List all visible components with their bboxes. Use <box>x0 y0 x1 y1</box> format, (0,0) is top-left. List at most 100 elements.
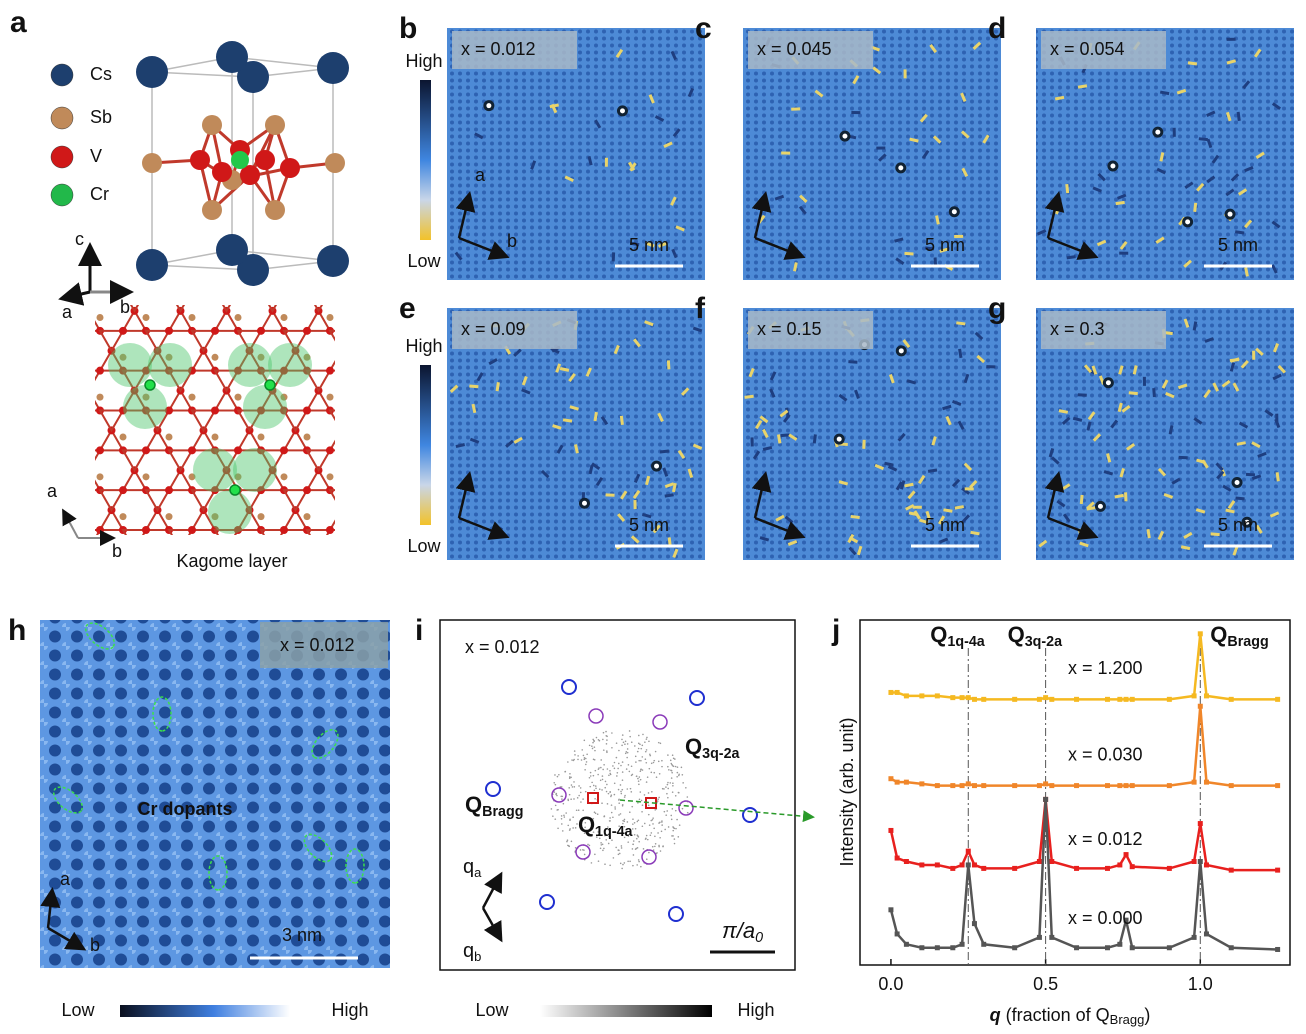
fft-noise <box>602 739 604 741</box>
data-point <box>1105 866 1110 871</box>
v-site <box>85 387 93 395</box>
sb-site <box>212 433 219 440</box>
fft-noise <box>621 789 623 791</box>
fft-noise <box>666 810 668 812</box>
v-site <box>326 566 334 574</box>
fft-noise <box>669 782 671 784</box>
sb-site <box>281 473 288 480</box>
fft-noise <box>584 740 586 742</box>
fft-noise <box>612 765 614 767</box>
fft-noise <box>609 820 611 822</box>
fft-noise <box>555 784 557 786</box>
fft-noise <box>614 794 616 796</box>
stm-defect <box>835 435 843 443</box>
fft-noise <box>631 741 633 743</box>
stm-feature <box>781 152 790 155</box>
fft-noise <box>646 858 648 860</box>
data-point <box>950 945 955 950</box>
fft-noise <box>674 843 676 845</box>
fft-noise <box>583 849 585 851</box>
v-site <box>407 466 415 474</box>
kagome-bond <box>0 530 8 550</box>
page: {"figure": { "panel_a": {"label": "a", "… <box>0 0 1306 1034</box>
fft-noise <box>652 817 654 819</box>
cs-atom <box>216 41 248 73</box>
fft-noise <box>626 751 628 753</box>
fft-noise <box>685 787 687 789</box>
fft-noise <box>620 765 622 767</box>
fft-noise <box>671 819 673 821</box>
axis-label-symbol: q <box>463 856 474 878</box>
fft-noise <box>638 735 640 737</box>
fft-noise <box>569 829 571 831</box>
data-point <box>972 697 977 702</box>
fft-noise <box>590 775 592 777</box>
cr-site-halo <box>208 490 252 534</box>
fft-noise <box>596 737 598 739</box>
fft-noise <box>654 836 656 838</box>
stm-feature <box>1119 252 1128 255</box>
fft-noise <box>611 732 613 734</box>
fft-noise <box>676 819 678 821</box>
fft-noise <box>677 772 679 774</box>
data-point <box>904 859 909 864</box>
v-site <box>119 327 127 335</box>
kagome-bond <box>399 231 422 251</box>
fft-noise <box>642 804 644 806</box>
sb-site <box>373 473 380 480</box>
fft-noise <box>576 809 578 811</box>
marker-label-symbol: Q <box>930 622 947 647</box>
fft-noise <box>661 821 663 823</box>
sb-site <box>120 274 127 281</box>
fft-noise <box>652 823 654 825</box>
v-site <box>62 267 70 275</box>
kagome-bond <box>54 271 77 291</box>
fft-noise <box>557 809 559 811</box>
fft-noise <box>565 771 567 773</box>
stm-image <box>40 620 390 968</box>
fft-noise <box>565 812 567 814</box>
fft-noise <box>554 774 556 776</box>
data-point <box>1229 868 1234 873</box>
v-site <box>395 526 403 534</box>
sb-site <box>189 394 196 401</box>
fft-noise <box>599 740 601 742</box>
stm-defect <box>653 462 661 470</box>
data-point <box>966 862 971 867</box>
fft-noise <box>627 743 629 745</box>
sb-site <box>235 394 242 401</box>
v-site <box>407 227 415 235</box>
fft-noise <box>605 731 607 733</box>
panel-label: c <box>695 12 712 45</box>
fft-noise <box>592 742 594 744</box>
v-site <box>73 446 81 454</box>
q-label-symbol: Q <box>578 812 595 837</box>
fft-noise <box>648 814 650 816</box>
data-point <box>888 828 893 833</box>
v-site <box>395 367 403 375</box>
fft-noise <box>656 852 658 854</box>
fft-noise <box>607 803 609 805</box>
data-point <box>919 693 924 698</box>
fft-noise <box>598 860 600 862</box>
v-site <box>0 466 1 474</box>
stm-feature <box>791 107 800 110</box>
fft-noise <box>593 785 595 787</box>
sb-atom <box>265 200 285 220</box>
v-site <box>73 367 81 375</box>
kagome-bond <box>376 271 399 291</box>
fft-noise <box>649 824 651 826</box>
v-site <box>119 566 127 574</box>
fft-noise <box>611 812 613 814</box>
kagome-bond <box>8 331 31 351</box>
fft-noise <box>640 770 642 772</box>
doping-label: x = 0.3 <box>1050 319 1105 339</box>
fft-noise <box>602 769 604 771</box>
fft-noise <box>606 784 608 786</box>
fft-noise <box>585 791 587 793</box>
fft-noise <box>554 791 556 793</box>
data-point <box>935 862 940 867</box>
data-point <box>950 783 955 788</box>
fft-noise <box>580 801 582 803</box>
fft-noise <box>626 757 628 759</box>
